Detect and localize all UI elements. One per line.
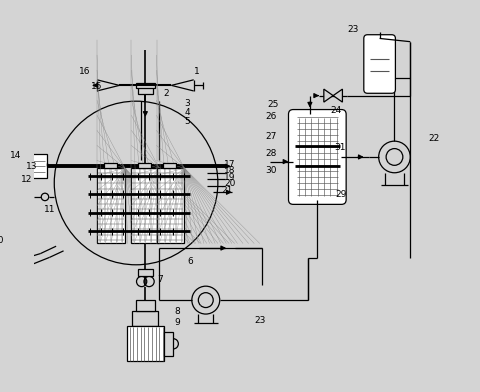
Text: 4: 4	[184, 108, 190, 117]
Polygon shape	[324, 89, 342, 102]
Text: 29: 29	[335, 190, 346, 199]
Text: 1: 1	[193, 67, 199, 76]
FancyBboxPatch shape	[288, 109, 346, 204]
Text: 6: 6	[187, 258, 193, 267]
Text: 27: 27	[265, 132, 276, 141]
Bar	[132, 311, 158, 326]
Text: 22: 22	[428, 134, 439, 143]
Bar	[138, 163, 151, 168]
Bar	[138, 269, 153, 276]
Text: 30: 30	[265, 166, 276, 175]
Text: 17: 17	[224, 160, 236, 169]
Text: 25: 25	[267, 100, 278, 109]
Bar	[138, 87, 153, 94]
Text: 10: 10	[0, 236, 4, 245]
Text: 20: 20	[224, 180, 236, 189]
Text: 2: 2	[163, 89, 168, 98]
Text: 28: 28	[265, 149, 276, 158]
Text: 23: 23	[347, 25, 359, 34]
Bar	[104, 163, 117, 168]
Text: 12: 12	[21, 175, 32, 184]
Bar	[164, 332, 173, 356]
Bar	[136, 300, 155, 311]
Text: 14: 14	[10, 151, 21, 160]
Bar	[19, 154, 47, 178]
Text: 8: 8	[174, 307, 180, 316]
Text: 31: 31	[334, 143, 346, 152]
Text: 7: 7	[157, 275, 163, 284]
Text: 15: 15	[91, 82, 103, 91]
Text: 13: 13	[26, 162, 38, 171]
Text: 5: 5	[184, 117, 190, 126]
Text: 18: 18	[224, 166, 236, 175]
Bar	[136, 83, 155, 88]
Bar	[127, 326, 164, 361]
Text: 16: 16	[79, 67, 91, 76]
Text: 26: 26	[265, 112, 276, 121]
Bar	[132, 168, 159, 243]
Bar	[97, 168, 125, 243]
Bar	[156, 168, 184, 243]
Text: 3: 3	[184, 98, 190, 107]
Text: 23: 23	[254, 316, 265, 325]
Text: 9: 9	[174, 318, 180, 327]
Text: 21: 21	[221, 186, 233, 195]
Text: 19: 19	[224, 173, 236, 182]
Text: 11: 11	[44, 205, 55, 214]
FancyBboxPatch shape	[364, 35, 396, 93]
Bar	[163, 163, 176, 168]
Text: 24: 24	[330, 106, 342, 115]
